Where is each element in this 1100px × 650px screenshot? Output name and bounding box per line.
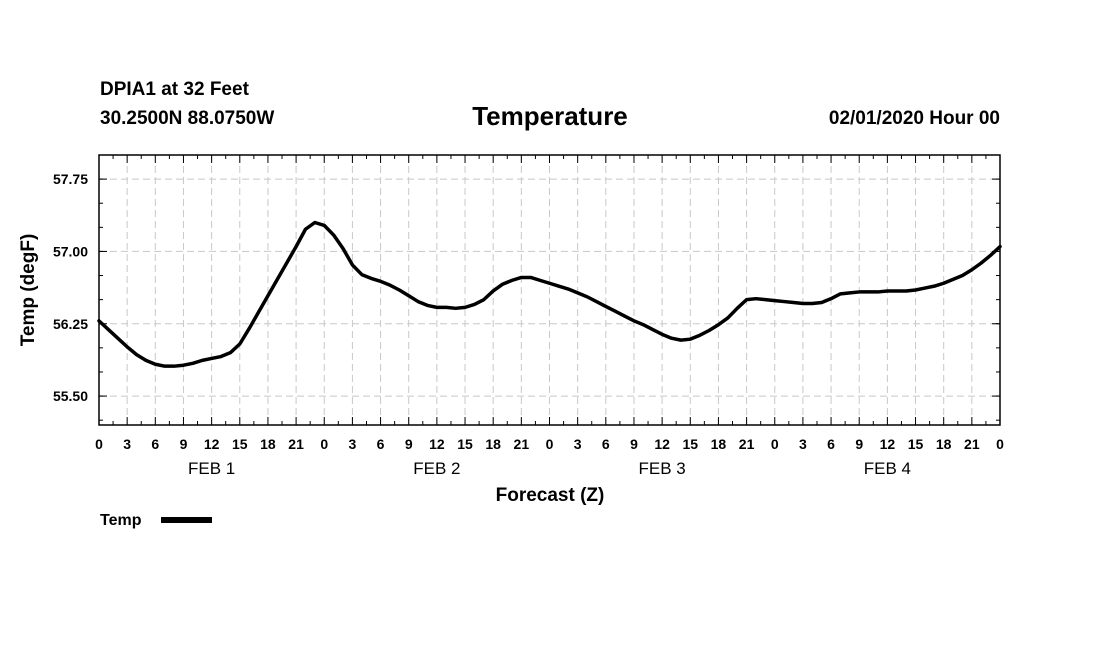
x-tick-label: 3 bbox=[574, 436, 582, 452]
tick-labels: 0 3 6 9 12 15 18 21 0 3 6 9 12 15 18 21 0 3 6 9 12 15 18 21 0 3 6 9… bbox=[53, 171, 1004, 478]
day-label: FEB 3 bbox=[639, 459, 686, 478]
x-tick-label: 15 bbox=[908, 436, 924, 452]
x-tick-label: 15 bbox=[457, 436, 473, 452]
x-tick-label: 6 bbox=[377, 436, 385, 452]
x-tick-label: 21 bbox=[288, 436, 304, 452]
plot-frame bbox=[98, 154, 1001, 426]
x-tick-label: 12 bbox=[429, 436, 445, 452]
x-tick-label: 0 bbox=[95, 436, 103, 452]
chart-title: Temperature bbox=[472, 101, 628, 131]
x-tick-label: 6 bbox=[827, 436, 835, 452]
x-tick-label: 18 bbox=[260, 436, 276, 452]
x-tick-label: 3 bbox=[349, 436, 357, 452]
x-tick-label: 12 bbox=[880, 436, 896, 452]
x-tick-label: 6 bbox=[602, 436, 610, 452]
x-tick-label: 9 bbox=[630, 436, 638, 452]
y-tick-label: 56.25 bbox=[53, 316, 88, 332]
x-tick-label: 21 bbox=[514, 436, 530, 452]
coords-label: 30.2500N 88.0750W bbox=[100, 108, 274, 129]
y-tick-label: 57.00 bbox=[53, 243, 88, 259]
x-tick-label: 18 bbox=[936, 436, 952, 452]
x-tick-label: 9 bbox=[855, 436, 863, 452]
x-tick-label: 21 bbox=[964, 436, 980, 452]
y-axis-label: Temp (degF) bbox=[18, 234, 39, 347]
x-tick-label: 12 bbox=[204, 436, 220, 452]
x-tick-label: 9 bbox=[405, 436, 413, 452]
x-tick-label: 0 bbox=[320, 436, 328, 452]
x-tick-label: 0 bbox=[546, 436, 554, 452]
station-label: DPIA1 at 32 Feet bbox=[100, 79, 250, 100]
y-tick-label: 55.50 bbox=[53, 388, 88, 404]
x-tick-label: 12 bbox=[654, 436, 670, 452]
day-label: FEB 1 bbox=[188, 459, 235, 478]
x-tick-label: 0 bbox=[771, 436, 779, 452]
series-layer bbox=[97, 220, 1002, 368]
day-label: FEB 4 bbox=[864, 459, 911, 478]
y-tick-label: 57.75 bbox=[53, 171, 88, 187]
temp-series-line bbox=[97, 220, 1002, 368]
x-tick-label: 3 bbox=[799, 436, 807, 452]
x-tick-label: 3 bbox=[123, 436, 131, 452]
x-axis-label: Forecast (Z) bbox=[496, 485, 605, 506]
x-tick-label: 6 bbox=[151, 436, 159, 452]
run-datetime: 02/01/2020 Hour 00 bbox=[829, 108, 1000, 129]
day-label: FEB 2 bbox=[413, 459, 460, 478]
x-tick-label: 18 bbox=[711, 436, 727, 452]
x-tick-label: 18 bbox=[485, 436, 501, 452]
x-tick-label: 9 bbox=[180, 436, 188, 452]
x-tick-label: 0 bbox=[996, 436, 1004, 452]
x-tick-label: 21 bbox=[739, 436, 755, 452]
legend-label: Temp bbox=[100, 512, 142, 529]
x-tick-label: 15 bbox=[682, 436, 698, 452]
grid-lines bbox=[99, 155, 1000, 425]
x-tick-label: 15 bbox=[232, 436, 248, 452]
